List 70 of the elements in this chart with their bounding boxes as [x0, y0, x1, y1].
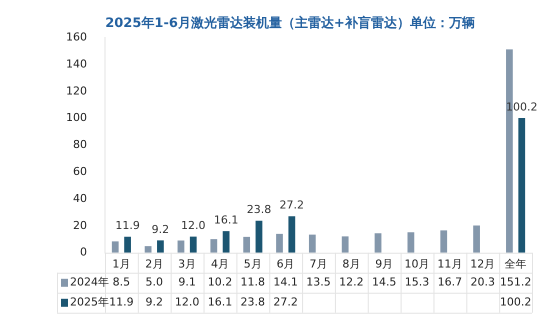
data-label: 12.0 [174, 296, 200, 309]
annotation: 27.2 [280, 198, 304, 212]
bar [374, 233, 382, 253]
y-tick-label: 0 [80, 246, 87, 259]
data-label: 13.5 [306, 276, 331, 289]
data-label: 5.0 [146, 276, 164, 289]
x-tick-label: 1月 [112, 257, 130, 270]
data-label: 11.9 [109, 296, 134, 309]
x-tick-label: 5月 [244, 257, 262, 270]
data-label: 151.2 [500, 276, 532, 289]
bar [518, 118, 526, 253]
bar [288, 216, 296, 253]
y-tick-label: 160 [66, 30, 87, 44]
data-label: 14.1 [273, 276, 298, 289]
data-label: 27.2 [273, 296, 298, 309]
x-tick-label: 3月 [178, 257, 196, 270]
data-label: 12.2 [339, 276, 364, 289]
bar [256, 220, 262, 253]
bar [407, 232, 414, 253]
annotation: 23.8 [246, 203, 272, 216]
data-label: 23.8 [240, 296, 266, 309]
y-tick-label: 80 [72, 138, 87, 152]
bar [178, 240, 184, 253]
x-tick-label: 11月 [437, 257, 462, 270]
bar [144, 246, 152, 253]
x-tick-label: 8月 [342, 257, 360, 270]
x-tick-label: 7月 [310, 257, 328, 270]
x-tick-label: 9月 [375, 257, 394, 270]
y-tick-label: 100 [66, 111, 87, 124]
data-label: 14.5 [372, 276, 396, 289]
data-label: 9.2 [146, 296, 164, 309]
data-label: 100.2 [500, 296, 532, 309]
x-tick-label: 12月 [470, 257, 496, 270]
x-tick-label: 10月 [404, 257, 430, 270]
annotation: 9.2 [152, 222, 170, 236]
bar [124, 236, 131, 253]
y-tick-label: 20 [72, 218, 87, 232]
bar [308, 234, 316, 253]
y-tick-label: 140 [66, 57, 87, 70]
bar [276, 234, 283, 253]
bar [243, 236, 250, 253]
x-tick-label: 4月 [210, 257, 229, 270]
data-label: 15.3 [404, 276, 430, 289]
annotation: 16.1 [214, 214, 238, 227]
bar [190, 236, 197, 253]
data-label: 9.1 [178, 276, 196, 289]
y-tick-label: 60 [72, 164, 87, 178]
x-tick-label: 6月 [276, 257, 295, 270]
y-tick-label: 40 [72, 192, 87, 205]
data-label: 16.7 [438, 276, 462, 289]
x-tick-label: 2月 [145, 257, 164, 270]
bar [342, 236, 349, 253]
x-tick-label: 全年 [504, 257, 527, 270]
y-tick-label: 120 [66, 84, 87, 98]
chart-title: 2025年1-6月激光雷达装机量（主雷达+补盲雷达）单位：万辆 [105, 15, 475, 32]
data-label: 16.1 [208, 296, 232, 309]
data-label: 10.2 [208, 276, 232, 289]
data-label: 11.8 [240, 276, 266, 289]
annotation: 12.0 [181, 219, 206, 232]
bar [440, 230, 448, 253]
bar [222, 231, 230, 253]
data-label: 8.5 [112, 276, 130, 289]
bar [210, 239, 218, 253]
legend-label: 2024年 [70, 276, 109, 289]
bar [157, 240, 164, 253]
bar [112, 241, 119, 253]
legend-label: 2025年 [70, 296, 109, 309]
bar [473, 225, 480, 253]
data-label: 20.3 [470, 276, 495, 289]
annotation: 11.9 [115, 219, 140, 232]
